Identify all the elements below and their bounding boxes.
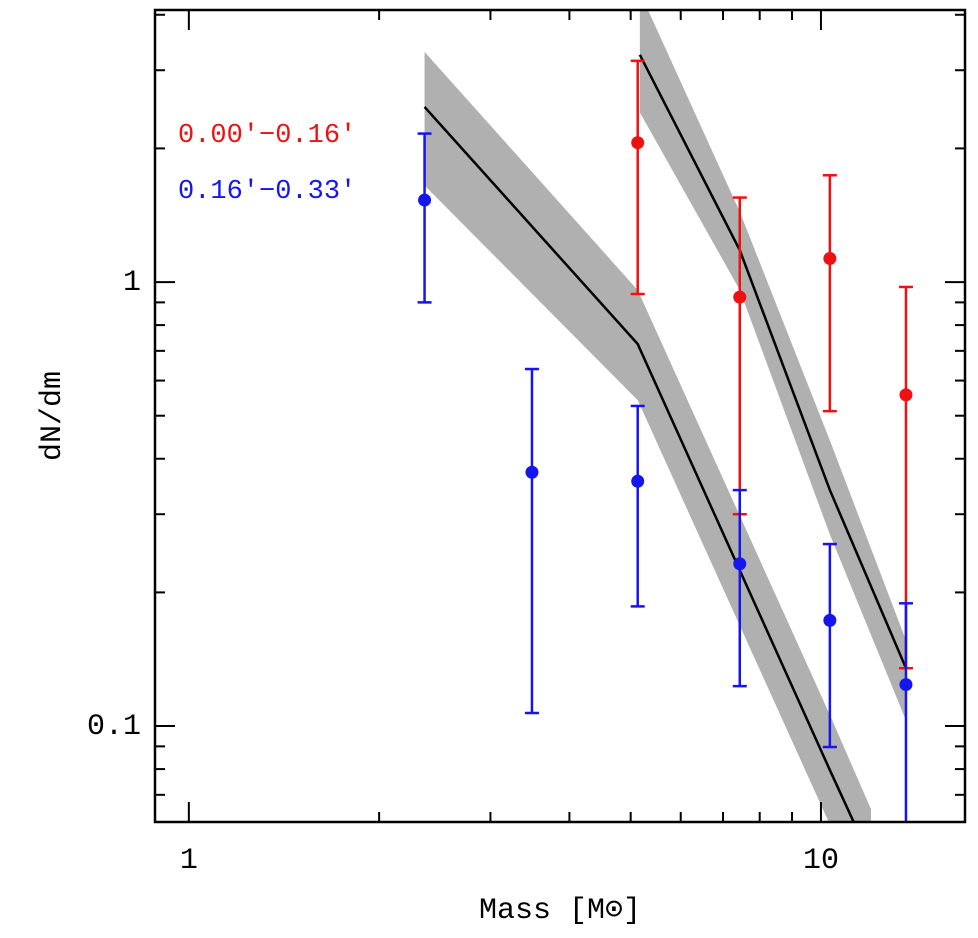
data-point [823,252,837,266]
model-band [424,51,872,822]
model-line [638,54,908,669]
x-tick-label: 10 [803,844,839,878]
data-point [733,290,747,304]
plot-area [417,10,913,822]
data-point [631,136,645,150]
data-point [733,557,747,571]
x-tick-label: 1 [180,844,198,878]
y-tick-label: 1 [123,266,141,300]
data-point [899,678,913,692]
legend-label: 0.16'−0.33' [178,177,356,207]
data-point [525,465,539,479]
data-point [899,388,913,402]
data-point [418,193,432,207]
y-tick-label: 0.1 [87,710,141,744]
x-axis-label: Mass [M⊙] [479,894,641,928]
data-point [631,474,645,488]
y-axis-label: dN/dm [36,371,70,461]
data-point [823,613,837,627]
model-line [423,106,856,822]
legend-label: 0.00'−0.16' [178,121,356,151]
